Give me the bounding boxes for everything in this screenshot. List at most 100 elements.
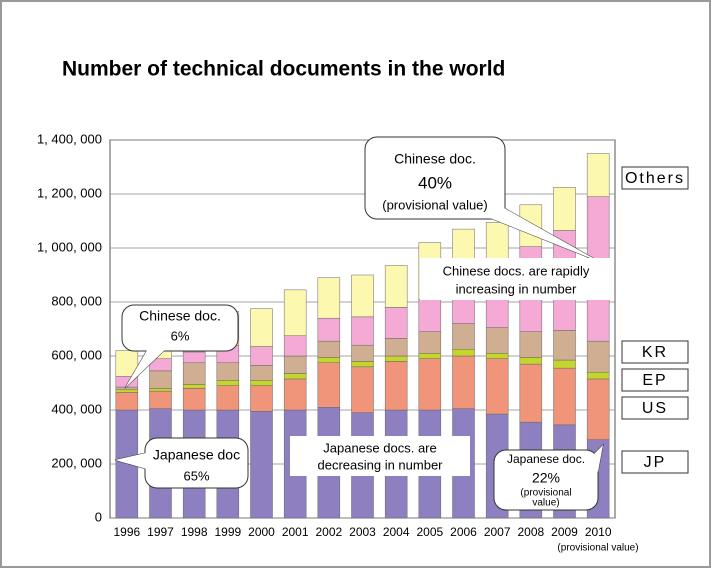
bar-segment (317, 340, 341, 358)
bar-segment (115, 392, 139, 411)
bar-segment (586, 153, 610, 197)
bar-segment (216, 385, 240, 411)
legend-box (621, 340, 689, 364)
x-tick-label: 2000 (248, 525, 275, 539)
y-tick-label: 0 (95, 509, 102, 524)
bar-segment (586, 340, 610, 373)
bar-segment (149, 388, 172, 392)
bar-segment (283, 378, 307, 411)
bar-segment (384, 361, 408, 411)
x-tick-label: 1997 (147, 525, 174, 539)
legend-label: Others (625, 170, 685, 187)
bar-segment (182, 362, 206, 385)
bar-segment (351, 316, 374, 346)
bar-segment (283, 373, 307, 380)
label-background (290, 436, 470, 476)
category-note: (provisional value) (557, 543, 638, 554)
bar-segment (384, 355, 408, 362)
callout-pointer-cover (115, 452, 150, 470)
bar-segment (115, 386, 139, 390)
bar-segment (418, 358, 442, 411)
annotation-text: 65% (183, 468, 209, 483)
bar-segment (351, 344, 374, 362)
bar-segment (452, 355, 475, 409)
bar-segment (519, 363, 543, 423)
annotation-text: (provisional value) (382, 197, 488, 212)
bar-segment (250, 346, 273, 366)
x-tick-label: 2009 (551, 525, 578, 539)
bar-segment (115, 389, 139, 393)
label-background (420, 258, 612, 300)
bar-segment (250, 385, 273, 412)
bar-segment (553, 359, 576, 369)
y-tick-label: 1, 000, 000 (37, 239, 102, 254)
legend-box (621, 396, 689, 420)
bar-segment (519, 357, 543, 365)
callout-pointer-cover (590, 445, 603, 472)
legend-label: KR (642, 344, 668, 361)
bar-segment (351, 274, 374, 318)
annotation-text: 6% (171, 328, 190, 343)
annotation-text: increasing in number (456, 281, 577, 296)
legend-label: US (642, 400, 668, 417)
x-tick-label: 2005 (416, 525, 443, 539)
bar-segment (250, 308, 273, 347)
bar-segment (384, 265, 408, 308)
y-tick-label: 1, 400, 000 (37, 131, 102, 146)
annotation-text: decreasing in number (317, 457, 443, 472)
callout (493, 449, 599, 511)
x-tick-label: 2003 (349, 525, 376, 539)
bar-segment (452, 323, 475, 350)
legend-box (621, 368, 689, 392)
legend-box (621, 166, 689, 190)
x-tick-label: 1999 (214, 525, 241, 539)
x-tick-label: 1996 (113, 525, 140, 539)
x-tick-label: 2007 (484, 525, 511, 539)
bar-segment (553, 187, 576, 231)
bar-segment (250, 365, 273, 381)
callout-pointer-cover (125, 345, 170, 388)
legend-label: JP (644, 454, 667, 471)
y-tick-label: 1, 200, 000 (37, 185, 102, 200)
bar-segment (115, 350, 139, 377)
bar-segment (216, 380, 240, 386)
bar-segment (485, 353, 509, 359)
callout (121, 304, 239, 352)
callout (364, 136, 506, 220)
bar-segment (317, 277, 341, 319)
annotation-text: Japanese doc. (507, 452, 585, 466)
x-tick-label: 2010 (585, 525, 612, 539)
annotation-text: (provisional (520, 488, 571, 499)
bar-segment (182, 388, 206, 411)
x-tick-label: 2002 (315, 525, 342, 539)
bar-segment (283, 335, 307, 357)
annotation-text: 40% (418, 173, 452, 192)
callout-pointer-cover (470, 200, 600, 262)
bar-segment (384, 338, 408, 357)
bar-segment (485, 358, 509, 415)
x-tick-label: 1998 (181, 525, 208, 539)
annotation-text: Chinese doc. (139, 308, 221, 324)
bar-segment (586, 378, 610, 440)
bar-segment (586, 371, 610, 380)
annotation-text: value) (532, 498, 559, 509)
x-tick-label: 2001 (282, 525, 309, 539)
bar-segment (149, 390, 172, 409)
bar-segment (351, 366, 374, 413)
bar-segment (553, 330, 576, 361)
bar-segment (283, 355, 307, 374)
x-tick-label: 2004 (383, 525, 410, 539)
legend-box (621, 450, 689, 474)
bar-segment (485, 222, 509, 262)
bar-segment (418, 353, 442, 359)
y-tick-label: 400, 000 (51, 401, 102, 416)
annotation-text: 22% (532, 470, 560, 486)
legend-label: EP (642, 372, 667, 389)
x-tick-label: 2008 (517, 525, 544, 539)
bar-segment (250, 411, 273, 519)
bar-segment (182, 351, 206, 364)
annotation-text: Japanese doc (153, 447, 240, 463)
bar-segment (250, 380, 273, 386)
y-tick-label: 600, 000 (51, 347, 102, 362)
